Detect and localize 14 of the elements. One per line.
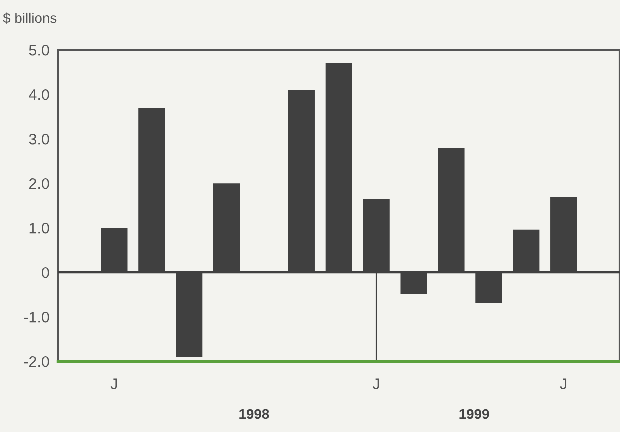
- text: 1998: [240, 409, 270, 420]
- y-tick-label: 0: [42, 267, 50, 278]
- y-tick-label: -2.0: [24, 356, 50, 368]
- y-axis-title: $ billions: [3, 12, 57, 24]
- y-tick-label: 3.0: [29, 134, 50, 145]
- x-tick-label: J: [560, 378, 567, 390]
- text: 1999: [460, 409, 490, 420]
- y-tick-label: 2.0: [29, 178, 50, 190]
- y-tick-label: -1.0: [24, 312, 50, 323]
- x-tick-label: J: [373, 378, 380, 390]
- y-tick-label: 4.0: [29, 89, 50, 100]
- x-tick-label: J: [110, 378, 118, 390]
- y-tick-label: 1.0: [30, 222, 50, 234]
- y-tick-label: 5.0: [29, 44, 50, 56]
